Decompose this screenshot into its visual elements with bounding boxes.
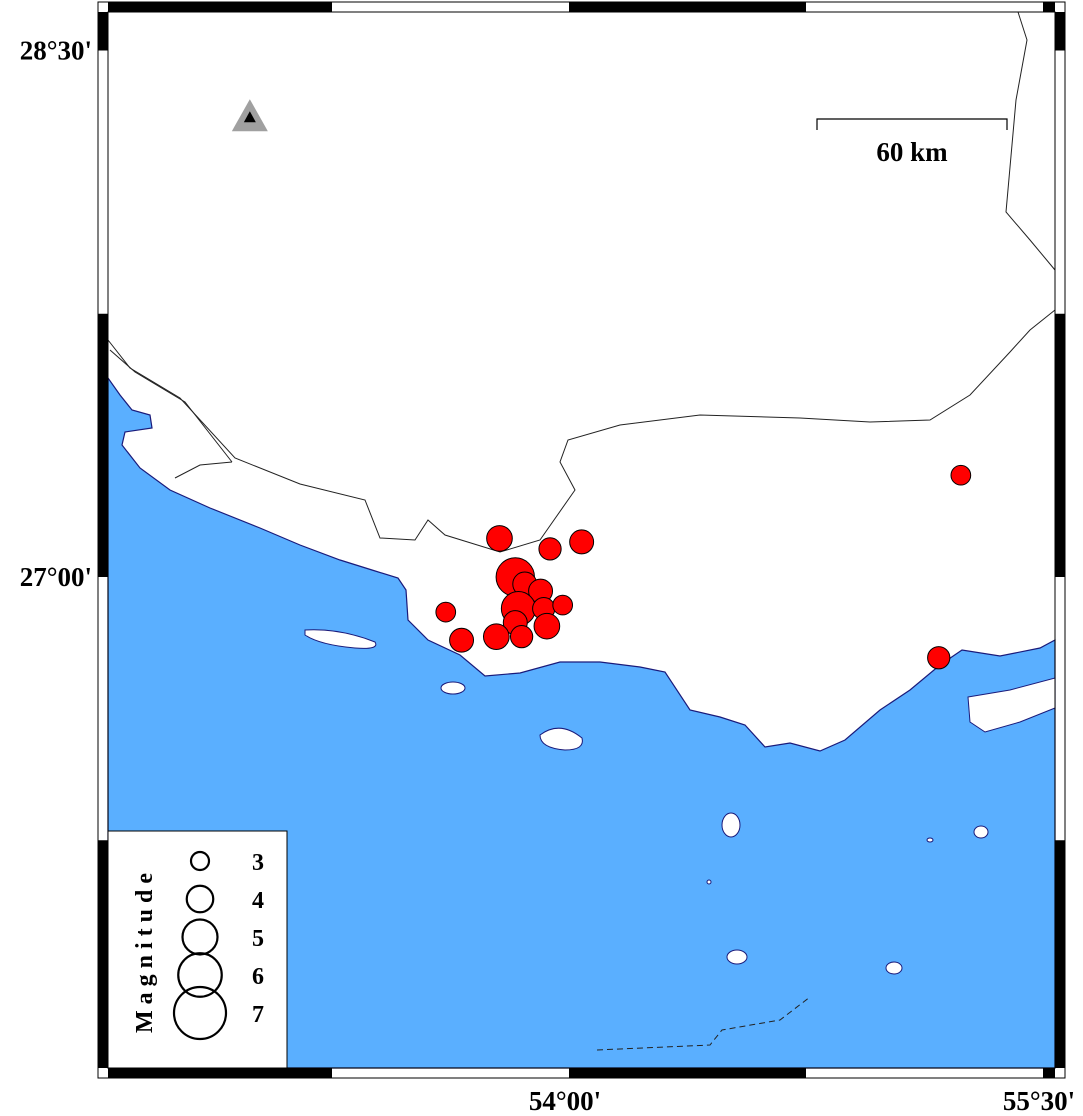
legend-circle bbox=[177, 952, 223, 998]
earthquake-event bbox=[569, 529, 595, 555]
island bbox=[304, 629, 377, 649]
island bbox=[726, 949, 748, 965]
scale-bar: 60 km bbox=[816, 118, 1008, 167]
lon-tick-label: 54°00' bbox=[529, 1086, 601, 1116]
legend-circle bbox=[181, 918, 219, 956]
island bbox=[885, 961, 903, 975]
legend-circle bbox=[185, 884, 215, 914]
earthquake-event bbox=[486, 525, 513, 552]
lon-tick-label: 55°30' bbox=[1003, 1086, 1075, 1116]
lat-tick-label: 28°30' bbox=[20, 36, 92, 66]
earthquake-event bbox=[552, 594, 574, 616]
legend-label: 6 bbox=[252, 964, 264, 990]
legend-label: 5 bbox=[252, 926, 264, 952]
earthquake-event bbox=[435, 601, 457, 623]
legend-label: 3 bbox=[252, 850, 264, 876]
station-marker bbox=[231, 99, 268, 132]
island bbox=[926, 837, 934, 843]
island bbox=[706, 879, 712, 885]
island bbox=[539, 727, 583, 751]
earthquake-event bbox=[533, 612, 561, 640]
legend-circle bbox=[172, 985, 228, 1041]
island bbox=[973, 825, 989, 839]
earthquake-event bbox=[538, 537, 562, 561]
legend-label: 4 bbox=[252, 888, 264, 914]
map-frame bbox=[97, 1, 1066, 1079]
legend-circle bbox=[189, 850, 211, 872]
borders bbox=[107, 11, 1056, 1051]
earthquake-event bbox=[509, 625, 534, 649]
scale-bar-label: 60 km bbox=[876, 137, 948, 167]
lat-tick-label: 27°00' bbox=[20, 562, 92, 592]
earthquake-events bbox=[435, 464, 972, 670]
island bbox=[721, 812, 741, 838]
islands bbox=[304, 629, 1056, 975]
legend-label: 7 bbox=[252, 1002, 264, 1028]
earthquake-event bbox=[927, 646, 951, 670]
earthquake-event bbox=[950, 464, 972, 486]
legend-title: Magnitude bbox=[132, 867, 158, 1033]
earthquake-event bbox=[449, 627, 475, 653]
island bbox=[967, 677, 1056, 733]
station-inner-icon bbox=[243, 111, 256, 123]
island bbox=[440, 681, 466, 695]
earthquake-event bbox=[482, 623, 510, 650]
tick-labels: 28°30' 27°00' 54°00' 55°30' bbox=[20, 36, 1075, 1116]
magnitude-legend: Magnitude 3 4 5 6 7 bbox=[107, 830, 288, 1069]
